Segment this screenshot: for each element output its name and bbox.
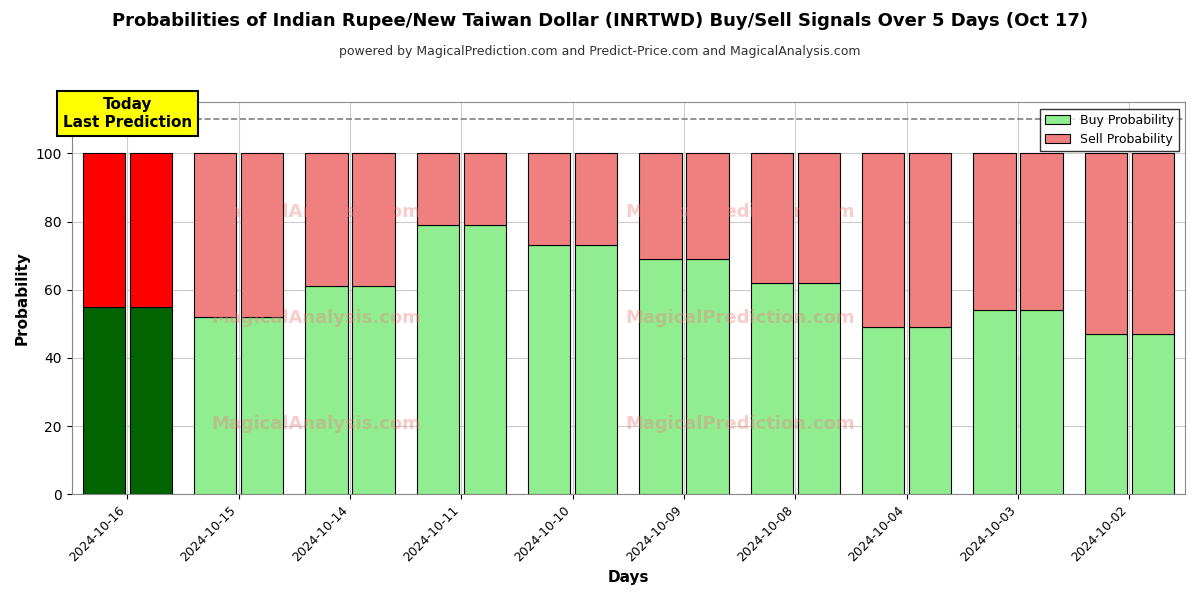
Bar [1085, 334, 1127, 494]
Text: MagicalAnalysis.com: MagicalAnalysis.com [211, 203, 421, 221]
Text: MagicalPrediction.com: MagicalPrediction.com [625, 415, 854, 433]
Bar [353, 154, 395, 286]
Bar [751, 154, 793, 283]
Bar [306, 286, 348, 494]
Bar [1132, 154, 1174, 334]
Bar [241, 154, 283, 317]
Bar [83, 154, 125, 307]
Bar [241, 317, 283, 494]
Bar [862, 327, 905, 494]
Bar [1020, 154, 1062, 310]
Y-axis label: Probability: Probability [16, 251, 30, 345]
Bar [575, 245, 617, 494]
Bar [640, 259, 682, 494]
Bar [973, 154, 1015, 310]
Text: Probabilities of Indian Rupee/New Taiwan Dollar (INRTWD) Buy/Sell Signals Over 5: Probabilities of Indian Rupee/New Taiwan… [112, 12, 1088, 30]
Bar [194, 317, 236, 494]
Bar [686, 259, 728, 494]
Bar [686, 154, 728, 259]
Bar [83, 307, 125, 494]
Bar [575, 154, 617, 245]
Bar [640, 154, 682, 259]
Bar [306, 154, 348, 286]
Text: powered by MagicalPrediction.com and Predict-Price.com and MagicalAnalysis.com: powered by MagicalPrediction.com and Pre… [340, 44, 860, 58]
Bar [463, 225, 506, 494]
Bar [908, 154, 952, 327]
Bar [1132, 334, 1174, 494]
Bar [353, 286, 395, 494]
Text: Today
Last Prediction: Today Last Prediction [62, 97, 192, 130]
Bar [463, 154, 506, 225]
X-axis label: Days: Days [607, 570, 649, 585]
Bar [416, 225, 460, 494]
Bar [751, 283, 793, 494]
Bar [528, 245, 570, 494]
Bar [798, 283, 840, 494]
Bar [130, 307, 172, 494]
Bar [908, 327, 952, 494]
Text: MagicalPrediction.com: MagicalPrediction.com [625, 203, 854, 221]
Bar [798, 154, 840, 283]
Bar [1020, 310, 1062, 494]
Bar [416, 154, 460, 225]
Legend: Buy Probability, Sell Probability: Buy Probability, Sell Probability [1040, 109, 1178, 151]
Bar [130, 154, 172, 307]
Text: MagicalAnalysis.com: MagicalAnalysis.com [211, 415, 421, 433]
Text: MagicalAnalysis.com: MagicalAnalysis.com [211, 309, 421, 327]
Bar [194, 154, 236, 317]
Bar [862, 154, 905, 327]
Bar [528, 154, 570, 245]
Bar [1085, 154, 1127, 334]
Bar [973, 310, 1015, 494]
Text: MagicalPrediction.com: MagicalPrediction.com [625, 309, 854, 327]
